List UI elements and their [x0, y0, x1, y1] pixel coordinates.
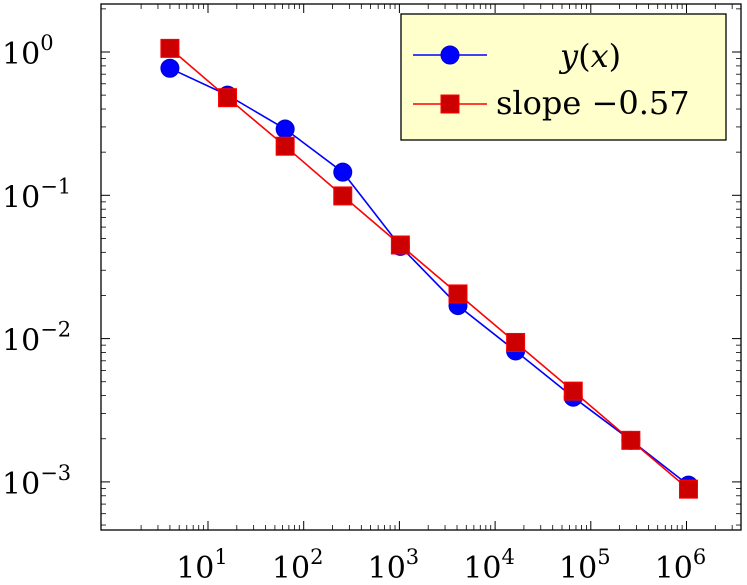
x-tick-label: 102: [272, 545, 324, 585]
data-point-square: [275, 136, 295, 156]
legend-marker-circle: [440, 45, 460, 65]
y-tick-label: 100: [2, 31, 54, 72]
legend-marker-square: [440, 94, 460, 114]
legend: y(x) slope −0.57: [400, 13, 727, 141]
x-tick-label: 105: [559, 545, 611, 585]
x-tick-label: 101: [176, 545, 228, 585]
x-tick-label: 104: [463, 545, 515, 585]
data-point-square: [678, 479, 698, 499]
legend-box: [400, 13, 727, 141]
data-point-square: [218, 88, 238, 108]
data-point-square: [506, 332, 526, 352]
series-line-slope: [169, 47, 690, 490]
legend-label-y: y(x): [558, 37, 621, 75]
y-tick-label: 10−3: [2, 461, 71, 502]
data-point-circle: [160, 58, 180, 78]
y-tick-label: 10−2: [2, 318, 71, 359]
x-tick-labels: 101 102 103 104 105 106: [176, 545, 706, 585]
legend-entry-y: y(x): [413, 37, 621, 75]
x-tick-label: 103: [368, 545, 420, 585]
y-tick-label: 10−1: [2, 174, 71, 215]
legend-label-slope: slope −0.57: [496, 84, 690, 122]
data-point-circle: [333, 162, 353, 182]
series-line-y: [169, 67, 689, 486]
x-tick-label: 106: [655, 545, 707, 585]
legend-entry-slope: slope −0.57: [413, 84, 690, 122]
minor-ticks: [101, 4, 741, 530]
y-tick-labels: 100 10−1 10−2 10−3: [2, 31, 71, 502]
data-point-square: [563, 381, 583, 401]
data-point-square: [448, 284, 468, 304]
data-point-square: [160, 38, 180, 58]
data-point-square: [333, 186, 353, 206]
series-layer: [160, 38, 698, 499]
data-point-square: [390, 235, 410, 255]
major-ticks: [101, 4, 741, 530]
data-point-square: [621, 430, 641, 450]
data-point-circle: [275, 119, 295, 139]
plot-frame: [100, 3, 742, 531]
